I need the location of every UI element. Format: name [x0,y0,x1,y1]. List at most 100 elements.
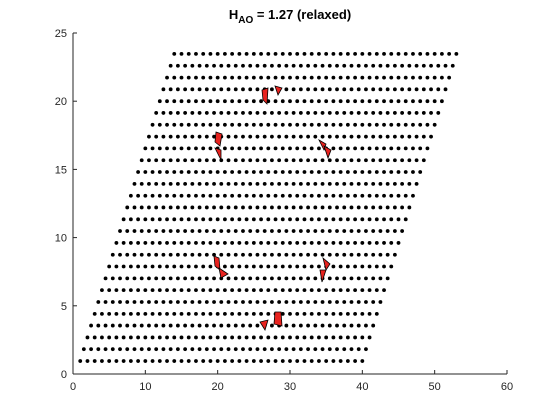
point [143,146,148,151]
point [356,181,361,186]
point [183,63,188,68]
point [338,75,343,80]
point [291,158,296,163]
point [248,300,253,304]
point [280,75,285,80]
point [154,205,159,210]
point [244,311,249,316]
point [241,347,245,352]
point [313,323,318,328]
point [396,146,401,151]
point [78,359,83,363]
defect [323,145,332,160]
point [389,264,394,269]
point [342,87,347,92]
point [183,181,188,186]
point [324,170,329,174]
point [172,170,177,174]
point [349,323,354,328]
point [197,276,202,281]
point [121,288,126,293]
point [128,217,133,222]
point [201,311,206,316]
point [371,252,376,257]
point [132,276,137,281]
point [233,158,238,163]
point [331,146,336,151]
point [143,170,148,174]
point [201,217,206,222]
point [201,170,206,174]
point [432,99,437,104]
point [255,300,260,304]
point [143,311,148,316]
point [277,276,282,281]
point [114,311,119,316]
point [223,99,227,104]
point [447,51,452,56]
point [204,63,209,68]
point [161,276,166,281]
point [161,252,166,257]
point [190,300,195,304]
point [248,229,253,233]
point [335,323,339,328]
point [324,335,329,340]
point [288,264,292,269]
y-tick-label: 25 [55,28,67,40]
x-tick-label: 0 [70,381,76,393]
point [313,347,318,352]
x-tick-label: 30 [284,381,296,393]
point [150,288,155,293]
point [204,252,209,257]
point [223,146,227,151]
point [273,359,278,363]
point [128,288,133,293]
point [128,193,133,198]
point [226,134,231,139]
point [371,111,376,115]
point [233,300,238,304]
point [360,170,365,174]
point [255,87,260,92]
point [132,347,137,352]
point [154,111,159,115]
point [331,335,336,340]
point [266,335,271,340]
point [212,229,216,233]
point [367,217,372,222]
point [154,323,159,328]
point [298,63,303,68]
point [414,134,419,139]
point [338,264,343,269]
point [255,205,260,210]
point [360,146,365,151]
point [403,170,408,174]
point [302,241,307,245]
point [349,134,354,139]
point [226,63,231,68]
point [241,205,245,210]
point [244,288,249,293]
point [342,111,347,115]
point [241,111,245,115]
point [266,75,271,80]
point [237,122,242,127]
point [374,170,379,174]
point [266,217,271,222]
point [317,51,321,56]
point [197,205,202,210]
point [139,181,144,186]
point [421,158,426,163]
point [338,122,343,127]
point [335,276,339,281]
point [270,111,274,115]
point [345,359,350,363]
point [385,276,390,281]
point [331,170,336,174]
point [197,63,202,68]
point [251,241,256,245]
point [215,75,220,80]
point [273,51,278,56]
point [392,252,397,257]
